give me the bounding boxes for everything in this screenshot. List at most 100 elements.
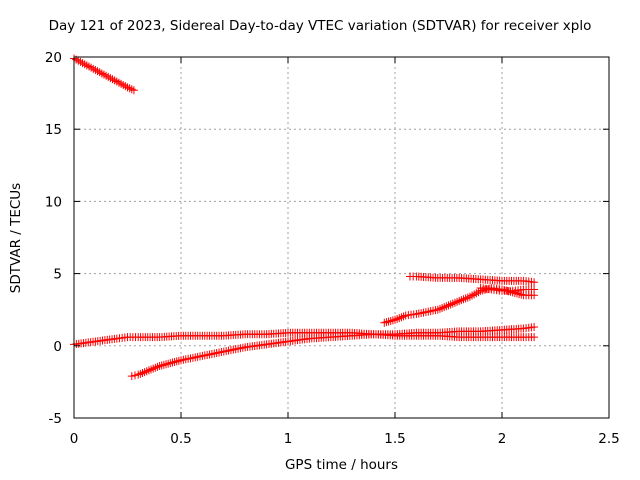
- data-point: [119, 81, 128, 90]
- data-point: [97, 69, 106, 78]
- series-track-f: [476, 284, 539, 295]
- grid-lines: [74, 57, 609, 418]
- series-track-e: [405, 272, 539, 287]
- data-point: [461, 294, 470, 303]
- data-point: [149, 364, 158, 373]
- data-point: [104, 72, 113, 81]
- data-point: [468, 291, 477, 300]
- data-point: [125, 84, 134, 93]
- series-track-b: [70, 328, 539, 349]
- data-point: [147, 365, 156, 374]
- data-point: [530, 285, 539, 294]
- data-point: [127, 372, 136, 381]
- x-tick-label: 1: [284, 431, 293, 447]
- data-point: [457, 296, 466, 305]
- data-point: [102, 71, 111, 80]
- x-tick-label: 1.5: [384, 431, 405, 447]
- data-point: [80, 60, 89, 69]
- data-point: [386, 316, 395, 325]
- data-point: [159, 360, 168, 369]
- axes: 0 0.5 1 1.5 2 2.5 -5 0 5 10 15 20: [45, 50, 620, 447]
- x-tick-label: 0.5: [170, 431, 191, 447]
- data-point: [388, 316, 397, 325]
- data-point: [446, 300, 455, 309]
- data-point: [453, 297, 462, 306]
- data-point: [506, 287, 515, 296]
- data-point: [399, 312, 408, 321]
- data-point: [108, 75, 117, 84]
- data-point: [168, 358, 177, 367]
- data-point: [397, 313, 406, 322]
- plot-frame: [73, 56, 610, 419]
- y-tick-label: -5: [49, 411, 62, 427]
- data-point: [472, 289, 481, 298]
- y-tick-label: 15: [45, 122, 62, 138]
- y-tick-label: 10: [45, 194, 62, 210]
- data-point: [530, 323, 539, 332]
- x-tick-label: 2.5: [598, 431, 619, 447]
- data-point: [444, 301, 453, 310]
- data-point: [517, 290, 526, 299]
- data-point: [153, 362, 162, 371]
- data-point: [138, 368, 147, 377]
- data-points: [70, 54, 539, 381]
- data-point: [106, 74, 115, 83]
- x-axis-label: GPS time / hours: [284, 457, 399, 473]
- data-point: [448, 299, 457, 308]
- data-point: [380, 318, 389, 327]
- data-point: [465, 292, 474, 301]
- data-point: [117, 79, 126, 88]
- data-point: [515, 290, 524, 299]
- data-point: [84, 62, 93, 71]
- series-track-c: [127, 323, 539, 381]
- y-axis-label: SDTVAR / TECUs: [8, 182, 24, 294]
- data-point: [170, 357, 179, 366]
- y-tick-label: 5: [53, 267, 62, 283]
- data-point: [144, 366, 153, 375]
- data-point: [93, 67, 102, 76]
- data-point: [114, 78, 123, 87]
- data-point: [155, 362, 164, 371]
- data-point: [463, 293, 472, 302]
- x-tick-label: 2: [498, 431, 507, 447]
- data-point: [74, 56, 83, 65]
- data-point: [442, 302, 451, 311]
- data-point: [382, 318, 391, 327]
- data-point: [110, 76, 119, 85]
- data-point: [433, 305, 442, 314]
- data-point: [530, 278, 539, 287]
- data-point: [76, 57, 85, 66]
- data-point: [166, 359, 175, 368]
- data-point: [127, 85, 136, 94]
- data-point: [130, 371, 139, 380]
- data-point: [162, 360, 171, 369]
- chart-title: Day 121 of 2023, Sidereal Day-to-day VTE…: [48, 18, 592, 34]
- y-tick-label: 20: [45, 50, 62, 66]
- data-point: [82, 61, 91, 70]
- data-point: [140, 368, 149, 377]
- data-point: [174, 356, 183, 365]
- data-point: [123, 83, 132, 92]
- data-point: [142, 367, 151, 376]
- data-point: [78, 59, 87, 68]
- y-tick-label: 0: [53, 339, 62, 355]
- data-point: [172, 357, 181, 366]
- data-point: [164, 359, 173, 368]
- data-point: [435, 304, 444, 313]
- data-point: [95, 68, 104, 77]
- data-point: [500, 286, 509, 295]
- data-point: [99, 70, 108, 79]
- series-track-a: [70, 54, 138, 95]
- data-point: [470, 290, 479, 299]
- data-point: [89, 64, 98, 73]
- data-point: [395, 314, 404, 323]
- data-point: [440, 303, 449, 312]
- data-point: [87, 63, 96, 72]
- data-point: [121, 82, 130, 91]
- data-point: [450, 298, 459, 307]
- x-tick-label: 0: [70, 431, 79, 447]
- data-point: [91, 65, 100, 74]
- data-point: [530, 333, 539, 342]
- data-point: [384, 317, 393, 326]
- data-point: [134, 370, 143, 379]
